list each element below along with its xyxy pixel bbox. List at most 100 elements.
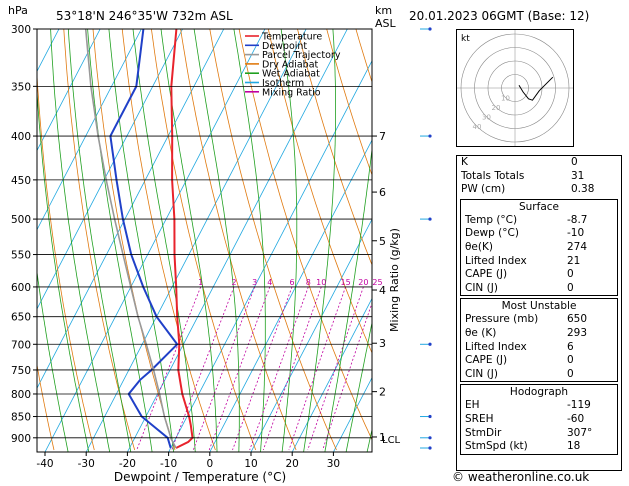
row-label: θe(K) <box>465 240 493 253</box>
mixing-ratio-label: 20 <box>358 278 368 287</box>
temp-tick-label: 0 <box>206 458 213 470</box>
table-row: Lifted Index 6 <box>461 341 617 355</box>
mixing-ratio-line <box>262 286 322 451</box>
row-label: θe (K) <box>465 326 497 339</box>
pressure-tick-label: 450 <box>11 175 31 187</box>
hodograph-ring-label: 40 <box>473 123 482 131</box>
mixing-ratio-line <box>232 286 293 451</box>
mixing-ratio-line <box>249 286 309 451</box>
series-parcel-trajectory <box>84 29 177 449</box>
wind-barb-dot <box>428 342 432 346</box>
mixing-ratio-line <box>192 286 256 451</box>
legend-label: Parcel Trajectory <box>262 50 341 61</box>
row-value: 0 <box>567 281 574 294</box>
pressure-tick-label: 400 <box>11 131 31 143</box>
table-row: StmDir 307° <box>461 427 617 441</box>
hodograph-kt-label: kt <box>461 34 470 44</box>
copyright: © weatheronline.co.uk <box>452 470 590 484</box>
isotherm-line <box>37 29 225 390</box>
legend-label: Dry Adiabat <box>262 59 319 70</box>
row-value: 274 <box>567 240 588 253</box>
row-label: Lifted Index <box>465 340 527 353</box>
table-row: PW (cm) 0.38 <box>457 183 621 197</box>
row-label: Lifted Index <box>465 254 527 267</box>
km-label: km <box>375 4 392 17</box>
mixing-ratio-label: 10 <box>316 278 326 287</box>
mixing-ratio-label: 2 <box>231 278 236 287</box>
wet-adiabat-line <box>280 29 298 452</box>
isotherm-line <box>37 29 101 152</box>
table-row: Pressure (mb) 650 <box>461 313 617 327</box>
row-label: StmDir <box>465 426 502 439</box>
row-value: -119 <box>567 399 591 412</box>
surface-section: Surface Temp (°C) -8.7 Dewp (°C) -10 θe(K) 27… <box>460 198 618 297</box>
lcl-label: LCL <box>382 435 401 446</box>
wind-barb-dot <box>428 436 432 440</box>
row-label: CIN (J) <box>465 281 498 294</box>
wet-adiabat-line <box>67 29 132 452</box>
dry-adiabat-line <box>297 29 372 266</box>
mixing-ratio-label: 3 <box>252 278 257 287</box>
table-row: StmSpd (kt) 18 <box>461 440 617 454</box>
hpa-label: hPa <box>8 4 28 17</box>
row-label: K <box>461 156 468 168</box>
wet-adiabat-line <box>345 320 372 452</box>
temp-tick-label: -10 <box>160 458 177 470</box>
temp-tick-label: -30 <box>78 458 95 470</box>
wet-adiabat-line <box>37 86 90 452</box>
table-row: CAPE (J) 0 <box>461 354 617 368</box>
location-title: 53°18'N 246°35'W 732m ASL <box>56 9 233 23</box>
axes: 300350400450500550600650700750800850900-… <box>11 24 401 470</box>
isotherm-line <box>44 29 266 452</box>
km-tick-label: 7 <box>379 130 386 143</box>
legend-label: Dewpoint <box>262 41 307 52</box>
table-row: Temp (°C) -8.7 <box>461 214 617 228</box>
wet-adiabat-line <box>233 29 266 452</box>
dry-adiabat-line <box>37 362 55 451</box>
mixing-ratio-line <box>208 286 271 451</box>
wet-adiabat-line <box>303 29 337 452</box>
pressure-tick-label: 300 <box>11 24 31 36</box>
isotherm-line <box>37 29 142 231</box>
temp-tick-label: 30 <box>327 458 340 470</box>
pressure-tick-label: 650 <box>11 312 31 324</box>
hodograph-section: Hodograph EH -119 SREH -60 StmDir 307° StmSpd … <box>460 384 618 455</box>
legend-label: Wet Adiabat <box>262 69 320 80</box>
table-row: EH -119 <box>461 399 617 413</box>
wet-adiabat-line <box>160 29 218 452</box>
asl-label: ASL <box>375 17 397 30</box>
series-temperature <box>170 29 194 449</box>
isotherm-line <box>209 139 372 452</box>
dry-adiabat-line <box>180 29 297 451</box>
mixing-ratio-line <box>288 286 346 451</box>
row-value: 0.38 <box>571 183 595 196</box>
dry-adiabat-line <box>121 29 216 451</box>
wind-barb-dot <box>428 27 432 31</box>
row-label: Pressure (mb) <box>465 313 539 326</box>
row-value: 0 <box>567 268 574 281</box>
km-tick-label: 1 <box>379 431 386 444</box>
mixing-ratio-axis-label: Mixing Ratio (g/kg) <box>388 228 401 332</box>
mixing-ratio-label: 6 <box>289 278 294 287</box>
isotherm-line <box>37 29 183 310</box>
row-value: 293 <box>567 326 588 339</box>
dry-adiabat-line <box>267 29 372 354</box>
row-value: 31 <box>571 169 585 182</box>
row-value: 18 <box>567 440 581 453</box>
table-row: Totals Totals 31 <box>457 170 621 184</box>
km-tick-label: 5 <box>379 235 386 248</box>
wind-barb-dot <box>428 414 432 419</box>
row-value: 0 <box>567 354 574 367</box>
mixing-ratio-line <box>171 286 235 451</box>
pressure-tick-label: 850 <box>11 412 31 424</box>
row-value: 6 <box>567 340 574 353</box>
legend-label: Isotherm <box>262 78 304 89</box>
mixing-ratio-label: 1 <box>198 278 203 287</box>
row-value: 307° <box>567 426 593 439</box>
hodograph-trace <box>518 76 554 101</box>
pressure-tick-label: 900 <box>11 433 31 445</box>
isotherm-line <box>333 376 372 452</box>
mixing-ratio-label: 15 <box>340 278 350 287</box>
row-value: 21 <box>567 254 581 267</box>
